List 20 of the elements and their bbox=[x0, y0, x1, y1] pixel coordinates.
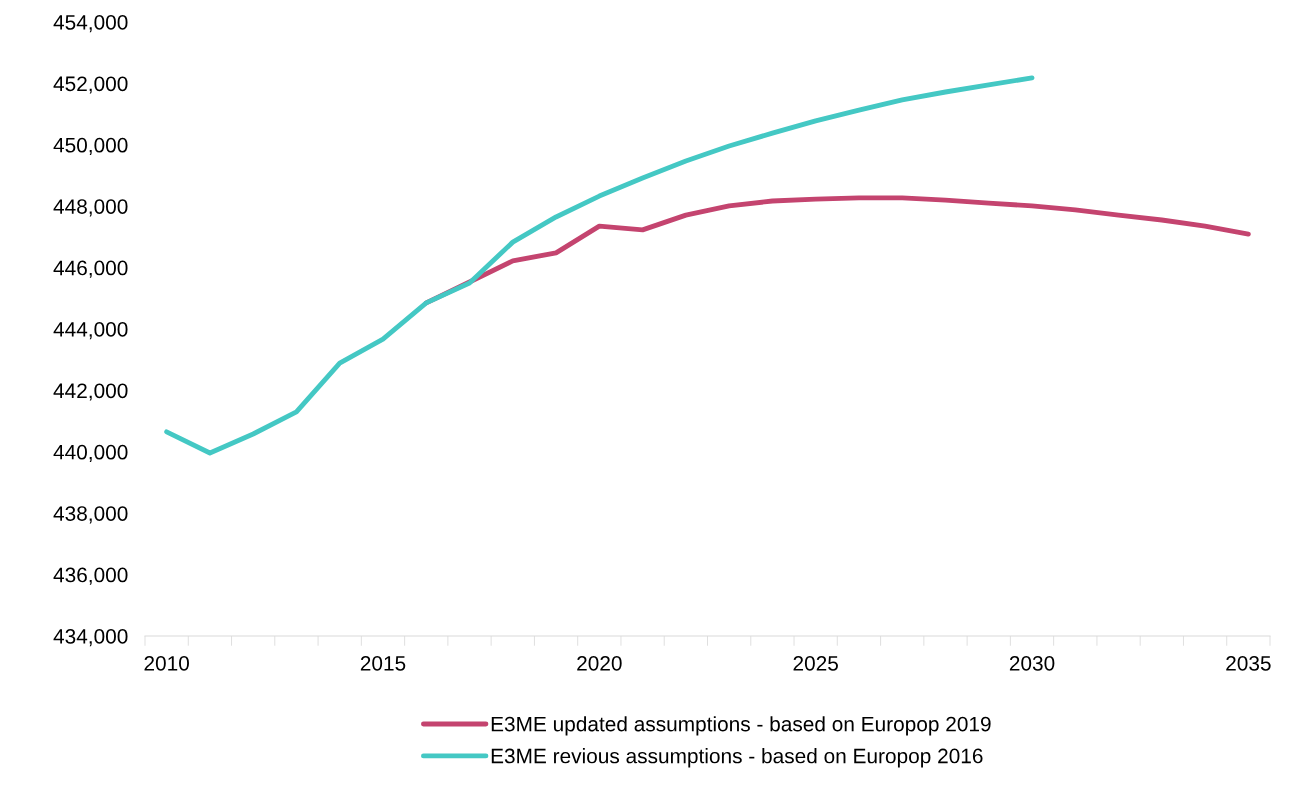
y-tick-label: 438,000 bbox=[53, 506, 128, 524]
y-tick-label: 450,000 bbox=[53, 137, 128, 156]
x-tick-label: 2025 bbox=[793, 655, 838, 671]
y-tick-label: 446,000 bbox=[53, 260, 128, 278]
x-tick-label: 2035 bbox=[1226, 655, 1271, 671]
y-tick-label: 448,000 bbox=[53, 199, 128, 217]
x-tick-label: 2020 bbox=[577, 655, 622, 671]
x-tick-label: 2030 bbox=[1009, 655, 1055, 671]
y-tick-label: 452,000 bbox=[53, 76, 128, 94]
y-tick-label: 436,000 bbox=[53, 567, 128, 585]
y-tick-label: 442,000 bbox=[53, 383, 128, 401]
y-tick-label: 434,000 bbox=[53, 629, 128, 647]
legend-label: E3ME updated assumptions - based on Europop 2019 bbox=[491, 716, 991, 736]
x-tick-label: 2015 bbox=[360, 655, 406, 671]
y-tick-label: 444,000 bbox=[53, 322, 128, 340]
line-series bbox=[164, 75, 1035, 456]
y-tick-label: 440,000 bbox=[53, 444, 128, 463]
legend-label: E3ME revious assumptions - based on Europop 2016 bbox=[491, 748, 983, 768]
y-tick-label: 454,000 bbox=[53, 15, 128, 33]
x-tick-label: 2010 bbox=[144, 655, 189, 671]
